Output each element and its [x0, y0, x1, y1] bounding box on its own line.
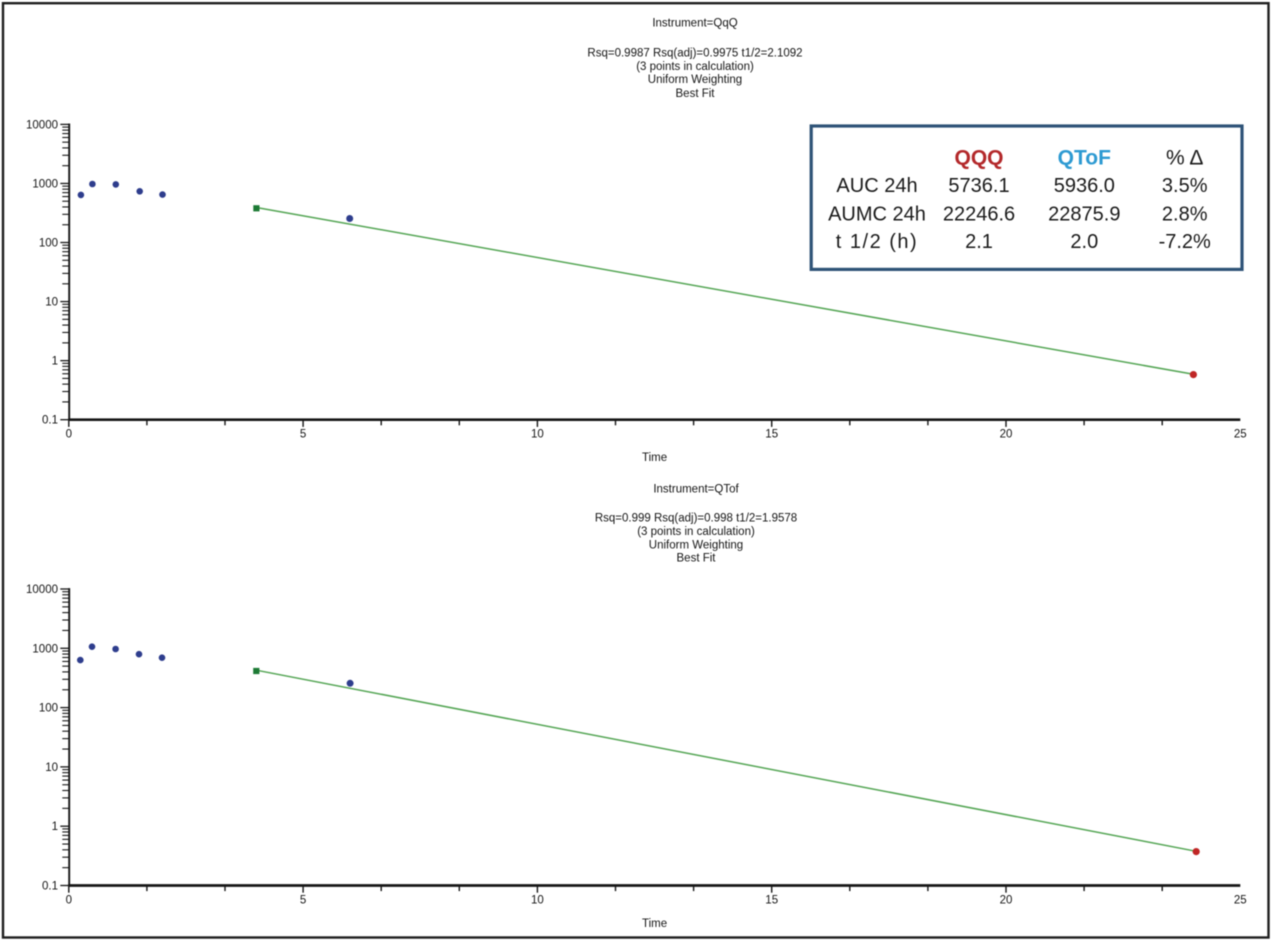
- svg-text:Time: Time: [642, 918, 667, 930]
- svg-text:Instrument=QqQ: Instrument=QqQ: [652, 18, 737, 30]
- svg-text:25: 25: [1234, 429, 1247, 441]
- svg-text:1000: 1000: [32, 178, 58, 190]
- svg-text:5736.1: 5736.1: [948, 175, 1009, 197]
- svg-text:Rsq=0.999 Rsq(adj)=0.998 t1/2=: Rsq=0.999 Rsq(adj)=0.998 t1/2=1.9578: [595, 513, 797, 525]
- svg-text:0.1: 0.1: [42, 881, 58, 893]
- svg-text:22875.9: 22875.9: [1048, 203, 1120, 225]
- svg-text:20: 20: [1000, 895, 1013, 907]
- svg-text:20: 20: [1000, 429, 1013, 441]
- svg-text:Instrument=QTof: Instrument=QTof: [653, 484, 739, 496]
- svg-text:15: 15: [765, 895, 778, 907]
- svg-text:2.0: 2.0: [1070, 231, 1098, 253]
- svg-text:% Δ: % Δ: [1166, 146, 1203, 169]
- svg-text:0: 0: [66, 895, 72, 907]
- svg-text:10: 10: [531, 895, 544, 907]
- svg-text:Best Fit: Best Fit: [677, 553, 717, 565]
- svg-text:AUC 24h: AUC 24h: [836, 175, 917, 197]
- svg-text:10: 10: [531, 429, 544, 441]
- svg-text:Uniform Weighting: Uniform Weighting: [648, 74, 742, 86]
- svg-text:5936.0: 5936.0: [1054, 175, 1115, 197]
- svg-text:1: 1: [52, 356, 58, 368]
- svg-text:Rsq=0.9987 Rsq(adj)=0.9975 t1/: Rsq=0.9987 Rsq(adj)=0.9975 t1/2=2.1092: [587, 47, 802, 59]
- svg-text:-7.2%: -7.2%: [1159, 231, 1211, 253]
- svg-text:0.1: 0.1: [42, 415, 58, 427]
- svg-text:10000: 10000: [26, 119, 58, 131]
- svg-text:(3 points in calculation): (3 points in calculation): [636, 61, 754, 73]
- svg-text:25: 25: [1234, 895, 1247, 907]
- svg-text:10: 10: [45, 297, 58, 309]
- svg-text:5: 5: [300, 429, 306, 441]
- svg-text:10000: 10000: [26, 584, 58, 596]
- svg-text:QQQ: QQQ: [954, 146, 1003, 169]
- svg-text:15: 15: [765, 429, 778, 441]
- svg-text:100: 100: [39, 238, 58, 250]
- svg-text:2.1: 2.1: [965, 231, 993, 253]
- svg-text:Best Fit: Best Fit: [676, 88, 716, 100]
- svg-text:Uniform Weighting: Uniform Weighting: [649, 540, 743, 552]
- svg-text:1: 1: [52, 821, 58, 833]
- svg-text:t 1/2 (h): t 1/2 (h): [836, 231, 918, 253]
- svg-text:Time: Time: [642, 452, 667, 464]
- svg-text:5: 5: [300, 895, 306, 907]
- svg-text:QToF: QToF: [1058, 146, 1111, 169]
- svg-text:(3 points in calculation): (3 points in calculation): [637, 526, 755, 538]
- svg-text:AUMC 24h: AUMC 24h: [828, 203, 926, 225]
- svg-text:2.8%: 2.8%: [1162, 203, 1208, 225]
- svg-text:3.5%: 3.5%: [1162, 175, 1208, 197]
- svg-text:10: 10: [45, 762, 58, 774]
- svg-text:0: 0: [66, 429, 72, 441]
- svg-text:100: 100: [39, 703, 58, 715]
- svg-text:1000: 1000: [32, 643, 58, 655]
- svg-text:22246.6: 22246.6: [943, 203, 1015, 225]
